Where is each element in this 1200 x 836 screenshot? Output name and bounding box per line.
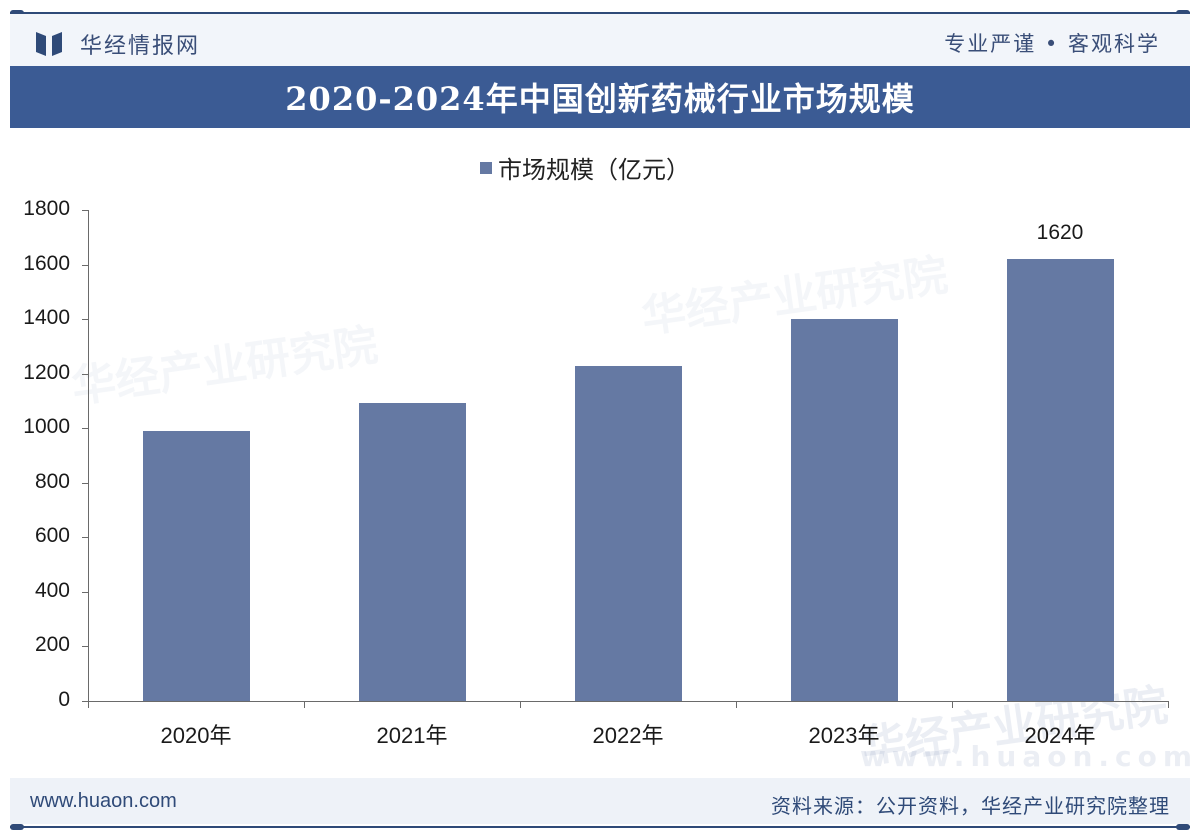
title-bar: 2020-2024年中国创新药械行业市场规模 (10, 66, 1190, 128)
header: 华经情报网 专业严谨 • 客观科学 (10, 14, 1190, 66)
x-axis (82, 701, 1168, 702)
y-tick (82, 428, 89, 430)
bar[interactable] (574, 366, 682, 701)
x-tick (952, 701, 953, 708)
y-axis (88, 210, 89, 702)
legend-swatch (480, 161, 492, 174)
x-tick-label: 2024年 (1024, 723, 1096, 748)
y-tick (82, 646, 89, 648)
logo-text: 华经情报网 (80, 34, 201, 59)
y-tick-label: 1400 (23, 306, 70, 330)
y-tick-label: 1000 (23, 415, 70, 439)
x-tick-label: 2022年 (592, 723, 664, 748)
logo: 华经情报网 (36, 28, 200, 60)
bar[interactable] (142, 430, 250, 701)
slogan: 专业严谨 • 客观科学 (944, 32, 1160, 56)
y-tick-label: 0 (58, 688, 70, 711)
y-tick (82, 319, 89, 321)
x-tick (1168, 701, 1169, 708)
x-tick-label: 2020年 (160, 723, 232, 748)
y-tick-label: 1600 (23, 251, 70, 275)
top-divider (10, 10, 1190, 16)
bar[interactable] (358, 402, 466, 701)
y-tick (82, 701, 89, 702)
legend: 市场规模（亿元） (480, 150, 690, 185)
y-tick-label: 400 (34, 578, 70, 602)
footer: www.huaon.com 资料来源：公开资料，华经产业研究院整理 (10, 778, 1190, 824)
y-tick-label: 1200 (23, 360, 70, 384)
x-tick (304, 701, 305, 708)
x-tick (736, 701, 737, 708)
x-tick (520, 701, 521, 708)
x-tick-label: 2021年 (376, 723, 448, 748)
y-tick (82, 482, 89, 484)
y-tick-label: 600 (34, 524, 70, 548)
legend-label: 市场规模（亿元） (498, 156, 690, 184)
data-label: 1620 (1036, 221, 1084, 245)
y-tick-label: 200 (34, 633, 70, 657)
y-tick (82, 591, 89, 593)
y-tick (82, 264, 89, 266)
y-tick (82, 537, 89, 539)
x-tick-label: 2023年 (808, 723, 880, 748)
bar[interactable] (1006, 259, 1114, 701)
x-tick (88, 701, 89, 708)
y-tick (82, 210, 89, 211)
book-logo-icon (36, 32, 62, 56)
y-tick (82, 373, 89, 375)
bottom-divider (10, 824, 1190, 830)
chart-title: 2020-2024年中国创新药械行业市场规模 (285, 80, 915, 118)
y-tick-label: 800 (34, 469, 70, 493)
bar[interactable] (790, 319, 898, 701)
source-note: 资料来源：公开资料，华经产业研究院整理 (771, 794, 1170, 818)
y-tick-label: 1800 (23, 197, 70, 220)
footer-url[interactable]: www.huaon.com (30, 790, 177, 812)
